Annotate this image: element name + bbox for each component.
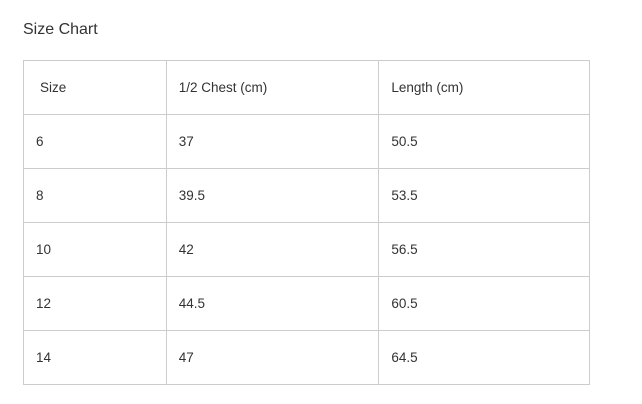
cell-size: 8 — [23, 168, 167, 223]
cell-chest: 44.5 — [165, 276, 380, 331]
cell-length: 56.5 — [378, 222, 590, 277]
cell-chest: 42 — [165, 222, 380, 277]
cell-length: 53.5 — [378, 168, 590, 223]
table-row: 14 47 64.5 — [23, 330, 590, 385]
table-row: 6 37 50.5 — [23, 114, 590, 169]
cell-size: 14 — [23, 330, 167, 385]
cell-length: 60.5 — [378, 276, 590, 331]
cell-size: 10 — [23, 222, 167, 277]
cell-chest: 47 — [165, 330, 380, 385]
cell-size: 6 — [23, 114, 167, 169]
cell-size: 12 — [23, 276, 167, 331]
size-chart-table: Size 1/2 Chest (cm) Length (cm) 6 37 50.5 8… — [23, 60, 590, 385]
table-header-row: Size 1/2 Chest (cm) Length (cm) — [23, 60, 590, 115]
page-title: Size Chart — [23, 21, 98, 38]
table-row: 12 44.5 60.5 — [23, 276, 590, 331]
table-row: 8 39.5 53.5 — [23, 168, 590, 223]
header-chest: 1/2 Chest (cm) — [165, 60, 380, 115]
cell-length: 50.5 — [378, 114, 590, 169]
cell-chest: 39.5 — [165, 168, 380, 223]
header-length: Length (cm) — [378, 60, 590, 115]
cell-chest: 37 — [165, 114, 380, 169]
cell-length: 64.5 — [378, 330, 590, 385]
table-row: 10 42 56.5 — [23, 222, 590, 277]
header-size: Size — [23, 60, 167, 115]
